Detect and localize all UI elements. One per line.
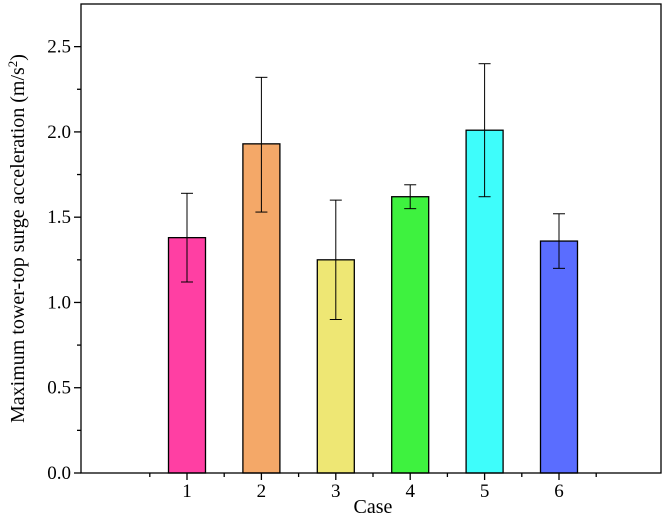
x-tick-label: 2 — [257, 481, 267, 502]
y-axis-title-close: ) — [7, 54, 29, 61]
y-tick-label: 2.0 — [47, 122, 71, 143]
x-tick-label: 4 — [405, 481, 415, 502]
y-axis-title-superscript: 2 — [5, 61, 20, 68]
y-tick-label: 1.5 — [47, 207, 71, 228]
y-tick-label: 1.0 — [47, 292, 71, 313]
bar-case-6 — [539, 240, 579, 474]
y-tick-label: 2.5 — [47, 37, 71, 58]
y-tick-label: 0.0 — [47, 463, 71, 484]
x-axis-title: Case — [354, 496, 393, 517]
x-tick-label: 3 — [331, 481, 341, 502]
x-tick-label: 1 — [182, 481, 192, 502]
y-axis: 0.0 0.5 1.0 1.5 2.0 2.5 — [47, 37, 81, 484]
y-axis-title-main: Maximum tower-top surge acceleration (m/… — [7, 67, 29, 423]
error-bars-group — [181, 63, 565, 321]
y-axis-title: Maximum tower-top surge acceleration (m/… — [5, 54, 30, 423]
plot-frame — [80, 3, 662, 474]
x-axis: 1 2 3 4 5 6 — [149, 473, 597, 502]
bar-case-5 — [465, 129, 504, 474]
bar-case-4 — [391, 196, 430, 474]
x-tick-label: 5 — [480, 481, 490, 502]
x-tick-label: 6 — [554, 481, 564, 502]
y-tick-label: 0.5 — [47, 378, 71, 399]
bars-group — [167, 129, 579, 474]
